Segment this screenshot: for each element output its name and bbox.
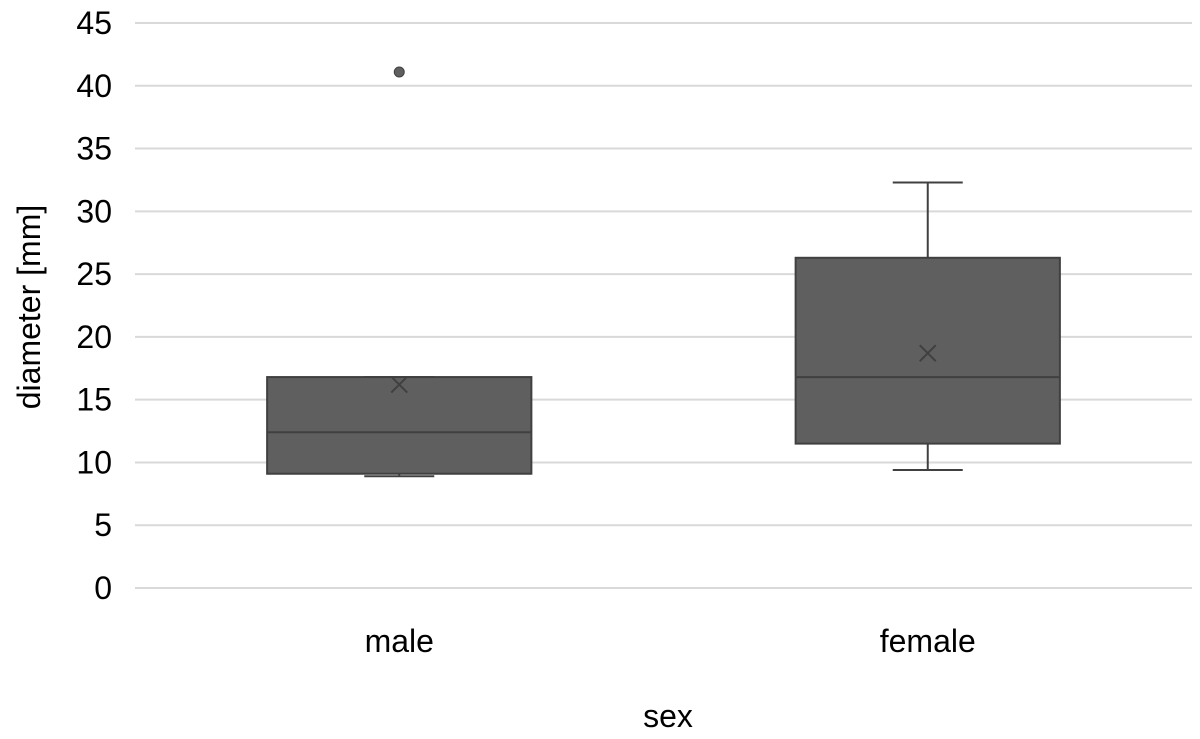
- mean-marker: [919, 344, 937, 362]
- mean-marker-stroke: [919, 344, 937, 362]
- y-tick-label: 45: [76, 5, 112, 41]
- y-tick-label: 35: [76, 131, 112, 167]
- box-female: [794, 181, 1061, 471]
- y-tick-label: 30: [76, 193, 112, 229]
- y-tick-label: 25: [76, 256, 112, 292]
- box-iqr: [794, 256, 1061, 445]
- x-tick-label: female: [880, 623, 976, 659]
- y-tick-label: 20: [76, 319, 112, 355]
- y-axis-ticks: 0 5 10 15 20 25 30 35 40 45: [76, 5, 112, 606]
- y-tick-label: 5: [94, 507, 112, 543]
- box-iqr: [266, 376, 533, 475]
- y-tick-label: 10: [76, 444, 112, 480]
- y-tick-label: 15: [76, 382, 112, 418]
- y-axis-title: diameter [mm]: [11, 205, 47, 409]
- x-axis-ticks: male female: [365, 623, 976, 659]
- box-series: [266, 66, 1061, 478]
- mean-marker: [390, 375, 408, 394]
- box-male: [266, 66, 533, 478]
- y-tick-label: 40: [76, 68, 112, 104]
- mean-marker-stroke: [390, 375, 408, 394]
- x-tick-label: male: [365, 623, 434, 659]
- y-tick-label: 0: [94, 570, 112, 606]
- outlier-point: [393, 66, 405, 78]
- x-axis-title: sex: [643, 698, 693, 734]
